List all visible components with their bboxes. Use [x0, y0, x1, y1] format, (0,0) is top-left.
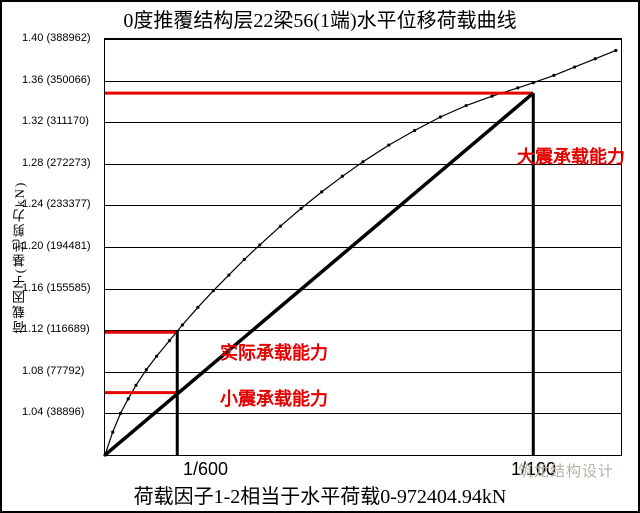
- curve-marker: [413, 129, 416, 132]
- y-tick-label: 1.16 (155585): [22, 282, 118, 294]
- curve-marker: [279, 225, 282, 228]
- plot-svg: [105, 39, 621, 455]
- plot-area: 大震承载能力实际承载能力小震承载能力 1/6001/100: [104, 38, 622, 456]
- curve-marker: [552, 74, 555, 77]
- curve-marker: [439, 115, 442, 118]
- curve-marker: [299, 207, 302, 210]
- curve-marker: [490, 95, 493, 98]
- curve-marker: [594, 57, 597, 60]
- curve-marker: [320, 190, 323, 193]
- y-tick-label: 1.40 (388962): [22, 32, 118, 44]
- curve-marker: [532, 81, 535, 84]
- curve-marker: [111, 431, 114, 434]
- y-tick-label: 1.04 (38896): [22, 406, 118, 418]
- curve-marker: [127, 397, 130, 400]
- curve-marker: [614, 49, 617, 52]
- curve-marker: [212, 289, 215, 292]
- chart-subtitle: 荷载因子1-2相当于水平荷载0-972404.94kN: [2, 480, 638, 509]
- curve-marker: [258, 243, 261, 246]
- curve-marker: [168, 339, 171, 342]
- load-curve: [105, 50, 616, 455]
- y-tick-label: 1.08 (77792): [22, 365, 118, 377]
- y-tick-label: 1.28 (272273): [22, 157, 118, 169]
- chart-frame: 0度推覆结构层22梁56(1端)水平位移荷载曲线 荷载因子(基地剪力kN) 大震…: [0, 0, 640, 513]
- x-tick-label: 1/600: [183, 459, 228, 480]
- chart-title: 0度推覆结构层22梁56(1端)水平位移荷载曲线: [2, 4, 638, 33]
- y-tick-label: 1.24 (233377): [22, 198, 118, 210]
- curve-marker: [361, 160, 364, 163]
- curve-marker: [181, 323, 184, 326]
- annotation-label: 小震承载能力: [220, 385, 328, 411]
- watermark: 筑龙结构设计: [518, 460, 614, 481]
- y-tick-label: 1.20 (194481): [22, 240, 118, 252]
- curve-marker: [196, 306, 199, 309]
- curve-marker: [243, 258, 246, 261]
- curve-marker: [119, 412, 122, 415]
- annotation-label: 大震承载能力: [517, 143, 625, 169]
- curve-marker: [155, 355, 158, 358]
- curve-marker: [227, 273, 230, 276]
- annotation-label: 实际承载能力: [220, 339, 328, 365]
- curve-marker: [516, 86, 519, 89]
- y-tick-label: 1.12 (116689): [22, 323, 118, 335]
- curve-marker: [134, 384, 137, 387]
- curve-marker: [465, 104, 468, 107]
- curve-marker: [341, 175, 344, 178]
- curve-marker: [387, 143, 390, 146]
- curve-marker: [145, 368, 148, 371]
- curve-marker: [573, 65, 576, 68]
- y-tick-label: 1.32 (311170): [22, 115, 118, 127]
- y-tick-label: 1.36 (350066): [22, 74, 118, 86]
